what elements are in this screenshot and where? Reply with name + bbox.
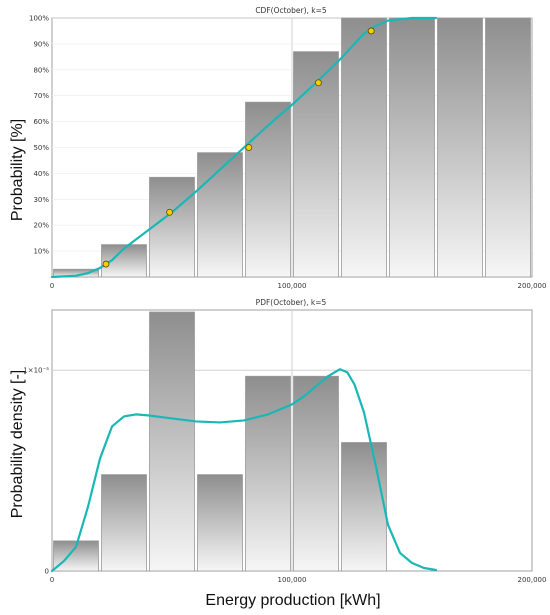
pdf-bar [149,311,195,572]
x-axis-label: Energy production [kWh] [205,592,380,609]
cdf-quantile-marker [166,208,174,216]
cdf-quantile-marker [314,79,322,87]
pdf-x-tick-label: 200,000 [518,576,547,584]
cdf-y-tick-label: 40% [33,170,49,178]
pdf-x-tick-label: 0 [50,576,54,584]
cdf-bar [293,51,339,278]
cdf-x-tick-label: 0 [50,282,54,290]
cdf-bar [197,152,243,278]
pdf-x-tick-label: 100,000 [278,576,307,584]
cdf-x-tick-label: 200,000 [518,282,547,290]
cdf-bar [149,176,195,278]
cdf-y-tick-label: 100% [29,15,49,23]
cdf-quantile-marker [102,260,110,268]
pdf-chart-title: PDF(October), k=5 [256,298,327,307]
pdf-y-tick-label: 1×10⁻⁵ [23,367,49,375]
cdf-bar [245,101,291,278]
cdf-bar [389,17,435,278]
cdf-quantile-marker [245,144,253,151]
cdf-x-tick-label: 100,000 [278,282,307,290]
cdf-y-tick-label: 60% [33,118,49,126]
pdf-bar [245,375,291,572]
cdf-y-tick-label: 80% [33,66,49,74]
pdf-bar [101,474,147,572]
cdf-bar [341,17,387,278]
cdf-y-axis-label: Probability [%] [9,119,26,221]
pdf-chart: PDF(October), k=5 Probability density [-… [9,298,546,609]
pdf-y-axis-label: Probability density [-] [9,370,26,519]
cdf-bar [485,17,531,278]
pdf-bar [197,474,243,572]
cdf-y-tick-label: 10% [33,248,49,256]
cdf-chart-title: CDF(October), k=5 [255,6,327,15]
pdf-bar [293,375,339,572]
cdf-y-tick-label: 30% [33,196,49,204]
cdf-y-tick-label: 70% [33,92,49,100]
pdf-y-tick-label: 0 [45,568,49,576]
cdf-y-tick-label: 90% [33,40,49,48]
cdf-bar [437,17,483,278]
pdf-fitted-curve [50,368,438,573]
cdf-bar [53,268,99,278]
pdf-bar [341,442,387,572]
cdf-y-tick-label: 50% [33,144,49,152]
cdf-quantile-marker [367,27,375,35]
cdf-chart: CDF(October), k=5 Probability [%] 0 100,0… [9,6,546,290]
cdf-y-tick-label: 20% [33,222,49,230]
